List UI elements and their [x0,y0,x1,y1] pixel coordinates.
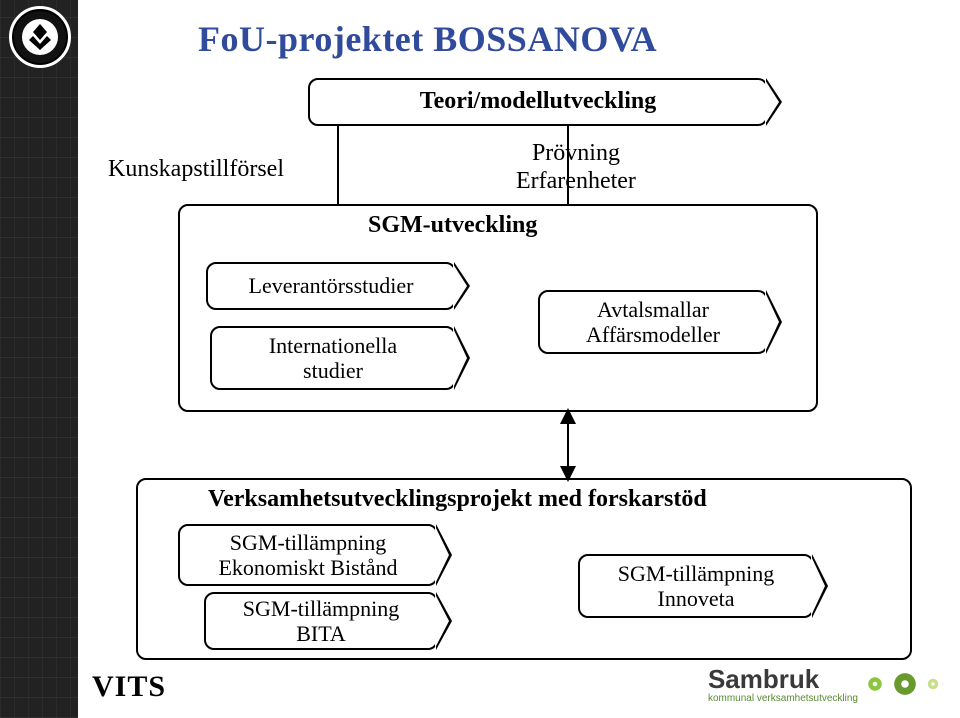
sambruk-logo: Sambruk kommunal verksamhetsutveckling [708,664,940,704]
bita-text: SGM-tillämpning BITA [243,596,399,647]
chalkboard-sidebar [0,0,78,718]
internat-box: Internationella studier [210,326,456,390]
sambruk-tag: kommunal verksamhetsutveckling [708,693,858,704]
seal-inner [22,19,58,55]
vits-logo-text: VITS [92,670,166,704]
sambruk-word: Sambruk [708,664,819,694]
verksamhet-label: Verksamhetsutvecklingsprojekt med forska… [208,486,707,513]
innoveta-box: SGM-tillämpning Innoveta [578,554,814,618]
internat-text: Internationella studier [269,333,397,384]
leverantor-box: Leverantörsstudier [206,262,456,310]
ekobist-text: SGM-tillämpning Ekonomiskt Bistånd [218,530,397,581]
innoveta-text: SGM-tillämpning Innoveta [618,561,774,612]
teori-text: Teori/modellutveckling [420,88,656,116]
bita-box: SGM-tillämpning BITA [204,592,438,650]
gear-icon [866,675,884,693]
seal-icon [25,22,55,52]
avtals-text: Avtalsmallar Affärsmodeller [586,297,720,348]
sgm-utveckling-label: SGM-utveckling [368,212,537,239]
gear-icon [926,677,940,691]
slide-content: FoU-projektet BOSSANOVA Kunskapstillförs… [78,0,960,718]
provning-label: Prövning Erfarenheter [516,140,636,195]
kunskap-label: Kunskapstillförsel [108,156,284,183]
gear-icon [892,671,918,697]
ekobist-box: SGM-tillämpning Ekonomiskt Bistånd [178,524,438,586]
teori-box: Teori/modellutveckling [308,78,768,126]
leverantor-text: Leverantörsstudier [249,273,414,298]
university-seal [9,6,71,68]
avtals-box: Avtalsmallar Affärsmodeller [538,290,768,354]
slide-title: FoU-projektet BOSSANOVA [198,18,657,60]
